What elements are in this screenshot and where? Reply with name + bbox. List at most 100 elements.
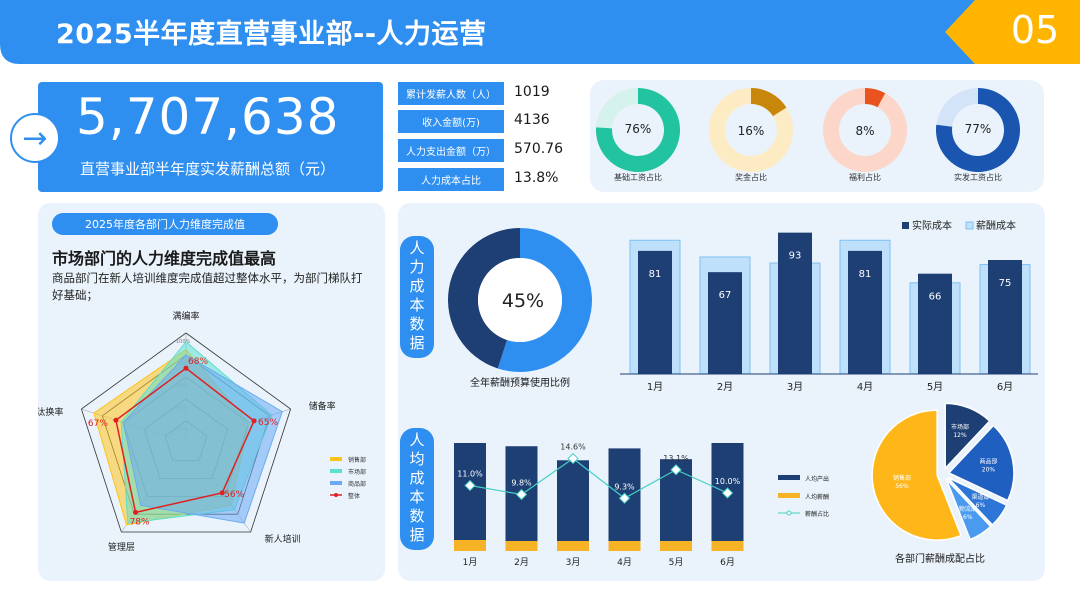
per-capita-pct-label: 9.8% [511, 479, 532, 488]
radar-ring [80, 332, 292, 533]
per-capita-output-bar [557, 460, 589, 551]
ratio-donuts [596, 88, 1020, 172]
donut-label: 实发工资占比 [954, 173, 1002, 182]
metric-label: 人力成本占比 [398, 168, 504, 191]
radar-axis-label: 管理层 [108, 541, 135, 553]
cost-x-tick: 3月 [787, 381, 803, 393]
radar-legend-label: 商品部 [348, 480, 366, 488]
cost-x-tick: 2月 [717, 381, 733, 393]
per-capita-legend-label: 人均薪酬 [805, 493, 829, 501]
per-capita-legend-label: 薪酬占比 [805, 510, 829, 518]
donut-pct: 76% [624, 122, 652, 136]
per-capita-salary-bar [608, 541, 641, 551]
radar-section-pill: 2025年度各部门人力维度完成值 [52, 213, 278, 235]
per-capita-pct-label: 13.1% [663, 454, 689, 463]
radar-series-area [122, 354, 283, 524]
per-capita-ratio-point [721, 487, 734, 499]
radar-data-label: 67% [88, 419, 108, 429]
per-capita-x-tick: 3月 [566, 557, 581, 568]
donut-pct: 77% [964, 122, 992, 136]
per-capita-x-tick: 2月 [514, 557, 529, 568]
page-number-badge [945, 0, 1080, 64]
per-capita-pct-label: 14.6% [560, 443, 586, 452]
radar-legend-label: 整体 [348, 492, 360, 500]
radar-headline: 市场部门的人力维度完成值最高 [52, 249, 277, 268]
radar-point [133, 509, 139, 515]
cost-bar-actual [708, 272, 742, 374]
radar-point [251, 418, 257, 424]
budget-donut [447, 228, 592, 372]
metric-value: 4136 [514, 112, 550, 128]
per-capita-section-label: 人均成本数据 [400, 428, 434, 550]
cost-bar-actual [848, 250, 882, 374]
cost-legend-label: 实际成本 [912, 219, 952, 232]
pie-slice-label: 渠道部 [971, 493, 989, 501]
radar-point [183, 365, 189, 371]
pie-slice-label: 商品部 [979, 457, 997, 465]
per-capita-legend-label: 人均产出 [805, 475, 829, 483]
pie-slice-pct: 56% [895, 483, 909, 490]
radar-overall-line [115, 367, 255, 514]
budget-remaining-arc [497, 228, 592, 372]
cost-x-tick: 4月 [857, 381, 873, 393]
budget-center [478, 258, 562, 342]
pie-slice [871, 409, 963, 541]
per-capita-pct-label: 9.3% [614, 482, 635, 491]
radar-axis-label: 储备率 [309, 400, 336, 412]
radar-legend-swatch [330, 457, 342, 461]
pie-slice [947, 476, 1008, 526]
per-capita-ratio-point [618, 492, 631, 504]
donut-label: 福利占比 [849, 173, 881, 182]
radar-legend-swatch [330, 481, 342, 485]
per-capita-salary-bar [454, 540, 486, 551]
per-capita-pct-label: 10.0% [715, 477, 741, 486]
radar-axis-label: 汰换率 [38, 406, 63, 418]
radar-legend-marker [334, 493, 338, 497]
cost-legend-swatch [965, 221, 974, 230]
metric-value: 570.76 [514, 141, 563, 157]
metric-label: 累计发薪人数（人） [398, 82, 504, 105]
radar-legend-swatch [330, 469, 342, 473]
metric-value: 1019 [514, 84, 550, 100]
cost-bar-label: 81 [649, 269, 662, 280]
pie-slice-pct: 12% [953, 432, 967, 439]
metric-value: 13.8% [514, 170, 559, 186]
budget-pct: 45% [501, 290, 545, 312]
cost-bar-actual [918, 273, 952, 374]
cost-bar-label: 67 [719, 290, 732, 301]
cost-bar-label: 81 [859, 269, 872, 280]
cost-bar-actual [638, 250, 672, 374]
cost-bar-label: 75 [999, 278, 1012, 289]
donut-arc [865, 88, 886, 108]
per-capita-ratio-line [469, 457, 728, 499]
header-bar [0, 0, 1080, 64]
per-capita-x-tick: 6月 [720, 557, 735, 568]
page-number: 05 [1010, 8, 1060, 52]
donut-pct: 16% [737, 124, 765, 138]
budget-used-arc [447, 228, 520, 369]
cost-legend-swatch [902, 222, 909, 229]
radar-data-label: 56% [224, 490, 244, 500]
radar-point [219, 490, 225, 496]
donut-label: 基础工资占比 [614, 173, 662, 182]
cost-x-tick: 1月 [647, 381, 663, 393]
cost-bar-label: 66 [929, 292, 942, 303]
per-capita-chart: 1月 2月 3月 4月 5月 6月 11.0% 9.8% 14.6% 9.3% 13.1% 10.0%… [454, 443, 829, 568]
radar-data-label: 68% [188, 357, 208, 367]
donut-arc [751, 88, 787, 117]
per-capita-x-tick: 4月 [617, 557, 632, 568]
arrow-right-icon: → [10, 113, 60, 163]
pie-slice [947, 424, 1015, 502]
per-capita-salary-bar [557, 541, 589, 551]
cost-legend-label: 薪酬成本 [976, 219, 1016, 232]
per-capita-legend-swatch [778, 475, 800, 480]
radar-chart: 100%80%60%40%20%68%65%56%78%67%满编率储备率新人培… [38, 310, 366, 553]
budget-label: 全年薪酬预算使用比例 [470, 378, 570, 389]
per-capita-salary-bar [660, 541, 692, 551]
kpi-value: 5,707,638 [76, 88, 340, 146]
metric-label: 收入金额(万) [398, 110, 504, 133]
cost-bar-label: 93 [789, 251, 802, 262]
pie-slice-pct: 6% [963, 514, 973, 521]
radar-axis-label: 满编率 [172, 310, 199, 322]
